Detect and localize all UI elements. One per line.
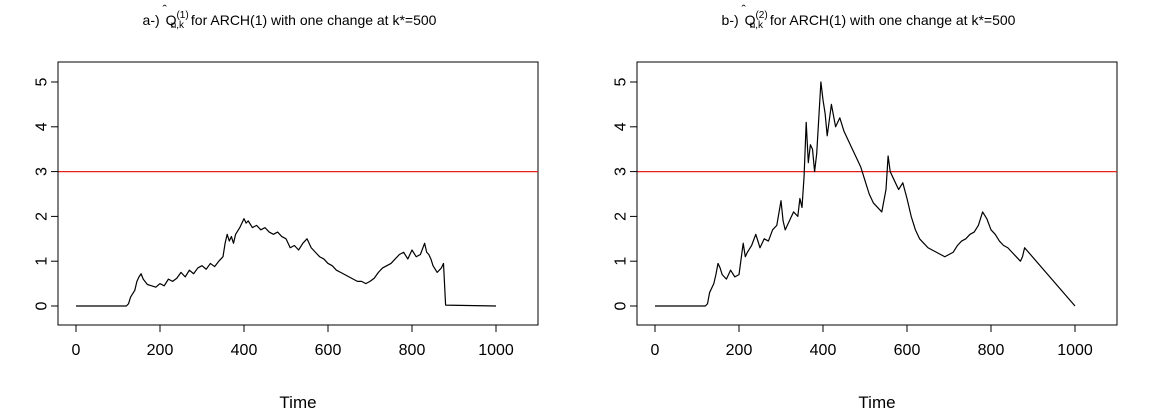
- x-tick-label: 0: [651, 342, 660, 359]
- x-axis-label: Time: [858, 393, 895, 412]
- x-tick-label: 400: [810, 342, 837, 359]
- q-symbol-b: ̂Q(2)n,k: [744, 10, 768, 31]
- x-axis: 0 200 400 600 800 1000: [72, 324, 514, 359]
- y-tick-label: 2: [613, 212, 630, 221]
- y-tick-label: 0: [613, 301, 630, 310]
- x-tick-label: 200: [726, 342, 753, 359]
- y-tick-label: 5: [613, 77, 630, 86]
- title-suffix-b: for ARCH(1) with one change at k*=500: [769, 12, 1016, 28]
- x-tick-label: 1000: [1057, 342, 1093, 359]
- series-line-b: [655, 81, 1076, 307]
- y-tick-label: 0: [34, 301, 51, 310]
- x-tick-label: 800: [399, 342, 426, 359]
- title-prefix-b: b-): [721, 12, 739, 28]
- q-superscript-b: (2): [755, 10, 768, 21]
- x-tick-label: 1000: [478, 342, 514, 359]
- x-tick-label: 600: [894, 342, 921, 359]
- x-tick-label: 0: [72, 342, 81, 359]
- y-tick-label: 3: [34, 167, 51, 176]
- plot-frame: [57, 61, 539, 326]
- chart-title-a: a-) ̂Q(1)n,k for ARCH(1) with one change…: [0, 10, 579, 31]
- x-axis-label: Time: [279, 393, 316, 412]
- y-tick-label: 1: [34, 257, 51, 266]
- title-suffix-a: for ARCH(1) with one change at k*=500: [190, 12, 437, 28]
- plot-frame: [636, 61, 1118, 326]
- y-axis: 0 1 2 3 4 5: [34, 77, 59, 310]
- title-prefix-a: a-): [142, 12, 160, 28]
- q-superscript-a: (1): [176, 10, 189, 21]
- q-letter-b: Q: [744, 12, 756, 28]
- y-tick-label: 3: [613, 167, 630, 176]
- q-subscript-b: n,k: [749, 20, 764, 31]
- chart-title-b: b-) ̂Q(2)n,k for ARCH(1) with one change…: [579, 10, 1158, 31]
- x-tick-label: 800: [978, 342, 1005, 359]
- chart-a: 0 1 2 3 4 5 0 200 400 600 800 1000 Time: [34, 61, 539, 412]
- y-axis: 0 1 2 3 4 5: [613, 77, 638, 310]
- y-tick-label: 4: [34, 122, 51, 131]
- series-line-a: [76, 218, 497, 307]
- y-tick-label: 1: [613, 257, 630, 266]
- x-axis: 0 200 400 600 800 1000: [651, 324, 1093, 359]
- y-tick-label: 4: [613, 122, 630, 131]
- panel-b: b-) ̂Q(2)n,k for ARCH(1) with one change…: [579, 0, 1158, 415]
- chart-b: 0 1 2 3 4 5 0 200 400 600 800 1000 Time: [613, 61, 1118, 412]
- q-subscript-a: n,k: [170, 20, 185, 31]
- x-tick-label: 600: [315, 342, 342, 359]
- y-tick-label: 5: [34, 77, 51, 86]
- y-tick-label: 2: [34, 212, 51, 221]
- q-symbol-a: ̂Q(1)n,k: [165, 10, 189, 31]
- x-tick-label: 400: [231, 342, 258, 359]
- panel-a: a-) ̂Q(1)n,k for ARCH(1) with one change…: [0, 10, 579, 412]
- q-letter-a: Q: [165, 12, 177, 28]
- x-tick-label: 200: [147, 342, 174, 359]
